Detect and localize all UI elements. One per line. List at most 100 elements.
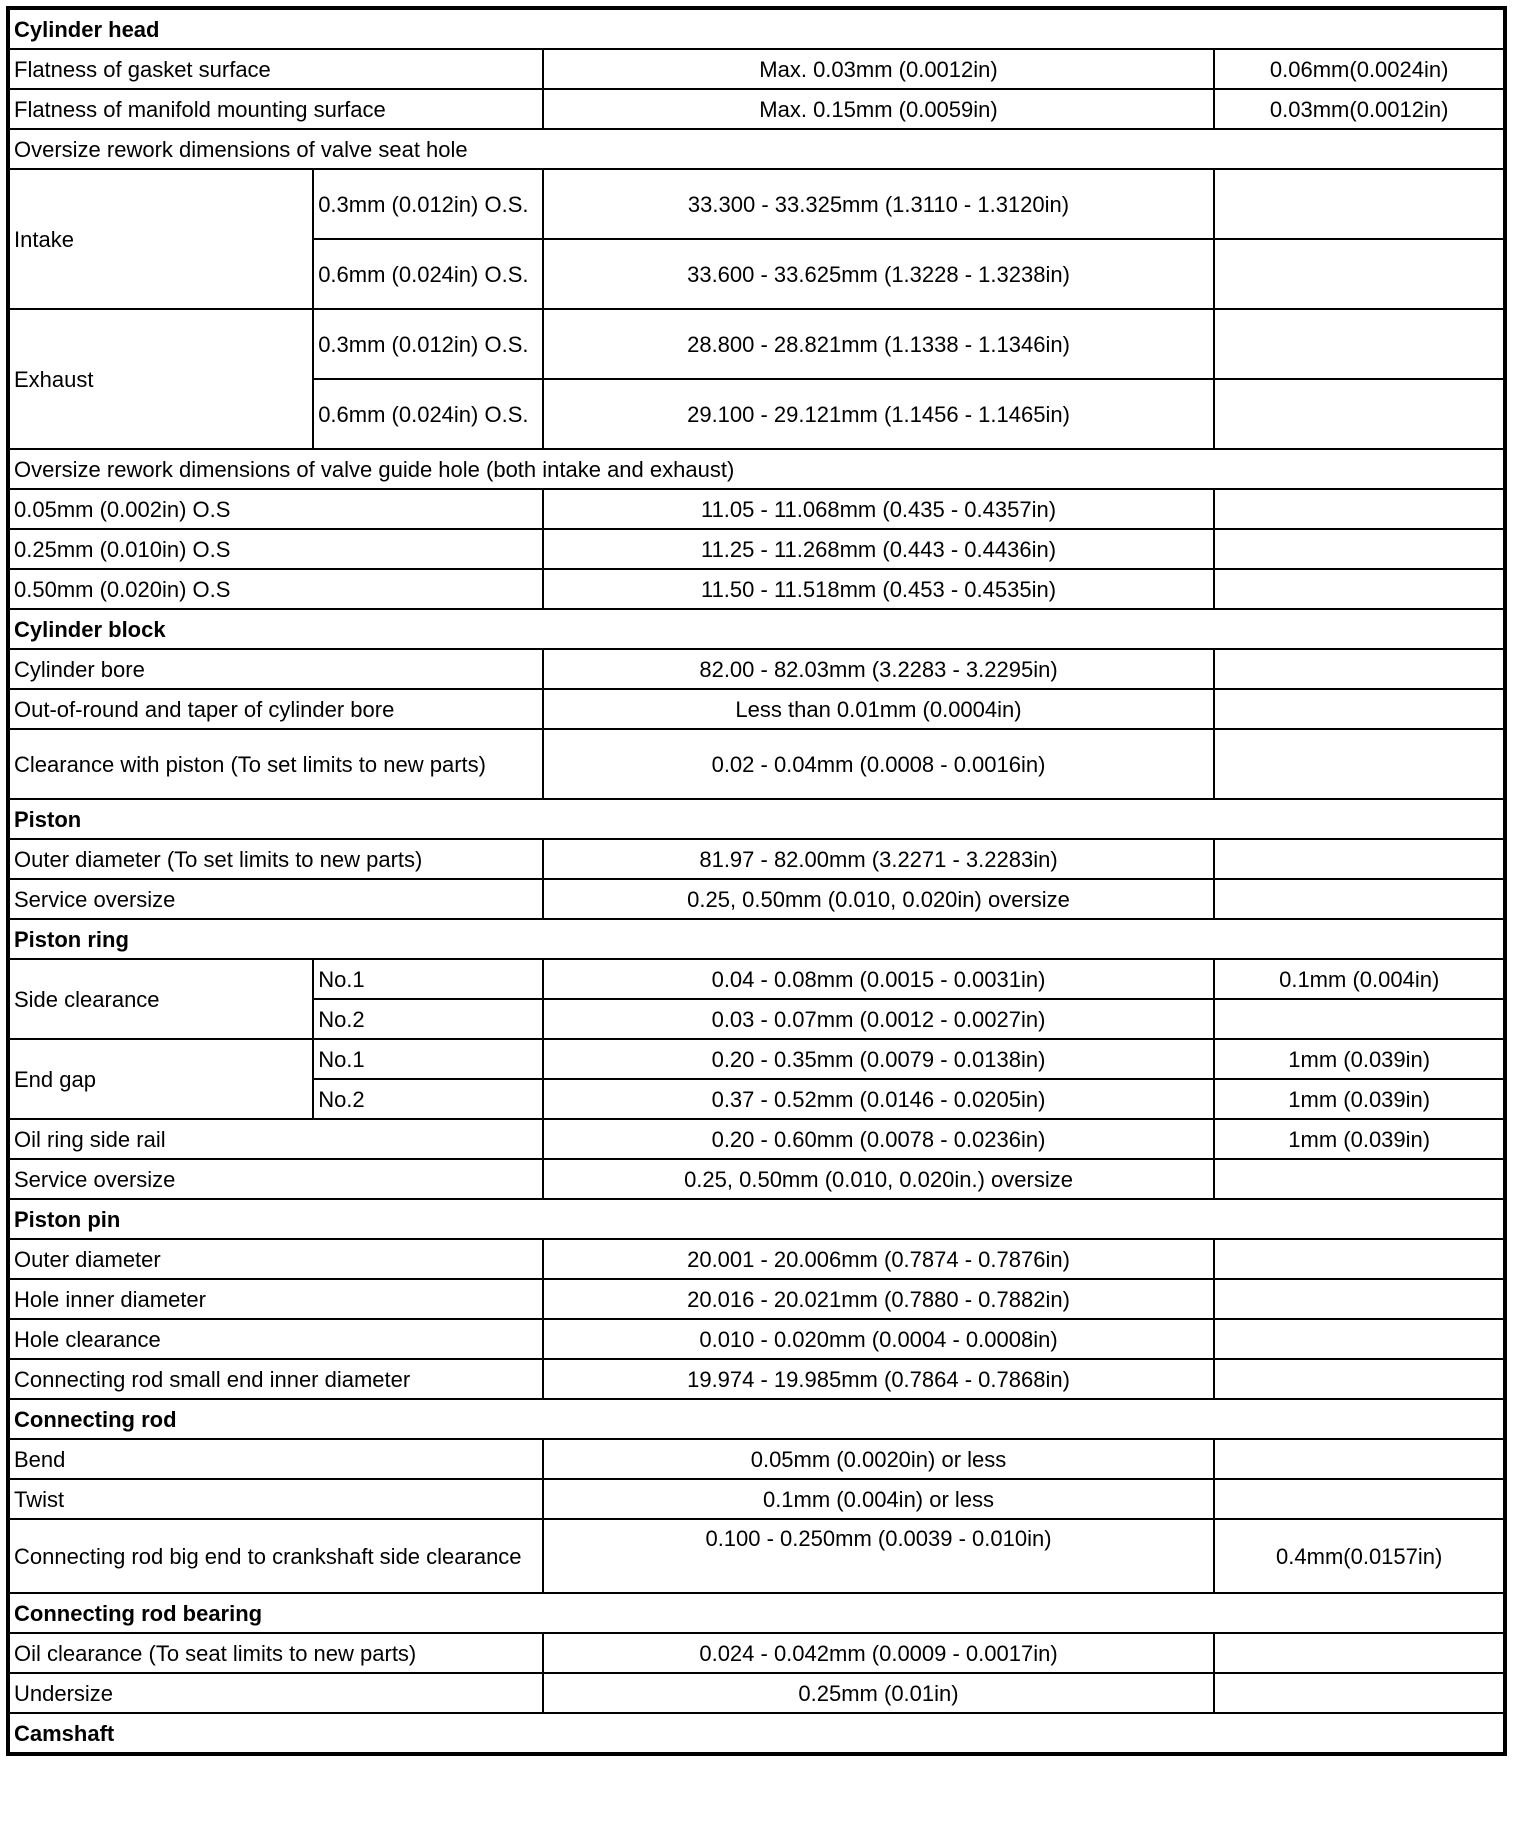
table-row: Hole clearance 0.010 - 0.020mm (0.0004 - … — [7, 1318, 1506, 1360]
spec-limit: 0.1mm (0.004in) — [1213, 958, 1506, 1000]
spec-value: 20.001 - 20.006mm (0.7874 - 0.7876in) — [541, 1238, 1216, 1280]
sub-label: No.2 — [312, 998, 544, 1040]
spec-limit — [1213, 1278, 1506, 1320]
spec-label: Flatness of gasket surface — [7, 48, 544, 90]
spec-value: Less than 0.01mm (0.0004in) — [541, 688, 1216, 730]
section-header-row: Piston ring — [7, 918, 1506, 960]
section-header-row: Connecting rod bearing — [7, 1592, 1506, 1634]
spec-value: 0.03 - 0.07mm (0.0012 - 0.0027in) — [541, 998, 1216, 1040]
spec-label: 0.50mm (0.020in) O.S — [7, 568, 544, 610]
spec-value: 0.100 - 0.250mm (0.0039 - 0.010in) — [541, 1518, 1216, 1594]
table-row: No.2 0.37 - 0.52mm (0.0146 - 0.0205in) 1mm… — [8, 1078, 1506, 1120]
section-title: Cylinder head — [7, 7, 1506, 50]
spec-label: Hole clearance — [7, 1318, 544, 1360]
spec-limit — [1213, 728, 1506, 800]
table-row: Oil clearance (To seat limits to new par… — [7, 1632, 1506, 1674]
table-row: Exhaust 0.3mm (0.012in) O.S. 28.800 - 28.8… — [6, 308, 1506, 450]
spec-value: 0.024 - 0.042mm (0.0009 - 0.0017in) — [541, 1632, 1216, 1674]
section-header-row: Cylinder block — [7, 608, 1506, 650]
spec-label: Cylinder bore — [7, 648, 544, 690]
spec-limit — [1213, 1238, 1506, 1280]
subheading-row: Oversize rework dimensions of valve guid… — [7, 448, 1506, 490]
spec-value: 82.00 - 82.03mm (3.2283 - 3.2295in) — [541, 648, 1216, 690]
spec-value: 0.25mm (0.01in) — [541, 1672, 1216, 1714]
section-title: Camshaft — [7, 1712, 1506, 1755]
spec-value: 28.800 - 28.821mm (1.1338 - 1.1346in) — [541, 308, 1216, 380]
spec-label: Oil ring side rail — [7, 1118, 544, 1160]
spec-label: Clearance with piston (To set limits to … — [7, 728, 544, 800]
sub-label: No.2 — [312, 1078, 544, 1120]
spec-limit — [1213, 488, 1506, 530]
sub-label: 0.6mm (0.024in) O.S. — [312, 378, 544, 450]
spec-value: 0.20 - 0.35mm (0.0079 - 0.0138in) — [541, 1038, 1216, 1080]
section-title: Piston pin — [7, 1198, 1506, 1240]
subheading: Oversize rework dimensions of valve seat… — [7, 128, 1506, 170]
spec-value: 29.100 - 29.121mm (1.1456 - 1.1465in) — [541, 378, 1216, 450]
sub-label: 0.3mm (0.012in) O.S. — [312, 168, 544, 240]
spec-label: Undersize — [7, 1672, 544, 1714]
table-row: Connecting rod small end inner diameter 1… — [7, 1358, 1506, 1400]
spec-limit — [1213, 238, 1506, 310]
spec-limit — [1213, 378, 1506, 450]
table-row: Flatness of manifold mounting surface Max… — [7, 88, 1506, 130]
sub-label: 0.6mm (0.024in) O.S. — [312, 238, 544, 310]
spec-value: 0.02 - 0.04mm (0.0008 - 0.0016in) — [541, 728, 1216, 800]
spec-value: 11.05 - 11.068mm (0.435 - 0.4357in) — [541, 488, 1216, 530]
spec-value: 20.016 - 20.021mm (0.7880 - 0.7882in) — [541, 1278, 1216, 1320]
spec-limit — [1213, 308, 1506, 380]
spec-limit — [1213, 878, 1506, 920]
specifications-table-body: Cylinder head Flatness of gasket surface M… — [6, 7, 1506, 1755]
group-label: Exhaust — [6, 308, 315, 450]
spec-limit — [1213, 648, 1506, 690]
spec-label: Service oversize — [7, 1158, 544, 1200]
spec-value: 0.05mm (0.0020in) or less — [541, 1438, 1216, 1480]
spec-value: 33.300 - 33.325mm (1.3110 - 1.3120in) — [541, 168, 1216, 240]
spec-limit: 1mm (0.039in) — [1213, 1118, 1506, 1160]
sub-label: No.1 — [312, 1038, 544, 1080]
spec-limit: 1mm (0.039in) — [1213, 1038, 1506, 1080]
spec-value: Max. 0.03mm (0.0012in) — [541, 48, 1216, 90]
spec-limit — [1213, 1318, 1506, 1360]
spec-value: 0.04 - 0.08mm (0.0015 - 0.0031in) — [541, 958, 1216, 1000]
section-header-row: Connecting rod — [7, 1398, 1506, 1440]
table-row: Out-of-round and taper of cylinder bore L… — [7, 688, 1506, 730]
table-row: 0.25mm (0.010in) O.S 11.25 - 11.268mm (0.… — [7, 528, 1506, 570]
table-row: 0.6mm (0.024in) O.S. 29.100 - 29.121mm (1… — [8, 378, 1506, 450]
spec-label: Hole inner diameter — [7, 1278, 544, 1320]
spec-limit: 1mm (0.039in) — [1213, 1078, 1506, 1120]
section-header-row: Piston — [7, 798, 1506, 840]
section-title: Cylinder block — [7, 608, 1506, 650]
spec-limit — [1213, 1358, 1506, 1400]
table-row: Outer diameter (To set limits to new par… — [7, 838, 1506, 880]
spec-limit — [1213, 1632, 1506, 1674]
spec-limit — [1213, 838, 1506, 880]
section-header-row: Piston pin — [7, 1198, 1506, 1240]
section-title: Piston ring — [7, 918, 1506, 960]
spec-value: 11.25 - 11.268mm (0.443 - 0.4436in) — [541, 528, 1216, 570]
spec-value: 0.20 - 0.60mm (0.0078 - 0.0236in) — [541, 1118, 1216, 1160]
spec-label: Connecting rod big end to crankshaft sid… — [7, 1518, 544, 1594]
table-row: Outer diameter 20.001 - 20.006mm (0.7874 … — [7, 1238, 1506, 1280]
section-header-row: Cylinder head — [7, 7, 1506, 50]
table-row: 0.50mm (0.020in) O.S 11.50 - 11.518mm (0.… — [7, 568, 1506, 610]
spec-label: Connecting rod small end inner diameter — [7, 1358, 544, 1400]
section-title: Connecting rod bearing — [7, 1592, 1506, 1634]
spec-label: Twist — [7, 1478, 544, 1520]
section-title: Connecting rod — [7, 1398, 1506, 1440]
sub-label: 0.3mm (0.012in) O.S. — [312, 308, 544, 380]
spec-limit: 0.4mm(0.0157in) — [1213, 1518, 1506, 1594]
spec-limit: 0.06mm(0.0024in) — [1213, 48, 1506, 90]
table-row: 0.6mm (0.024in) O.S. 33.600 - 33.625mm (1… — [8, 238, 1506, 310]
sub-label: No.1 — [312, 958, 544, 1000]
spec-limit — [1213, 688, 1506, 730]
table-row: Flatness of gasket surface Max. 0.03mm (0… — [7, 48, 1506, 90]
group-label: End gap — [6, 1038, 315, 1120]
spec-limit — [1213, 1478, 1506, 1520]
table-row: 0.05mm (0.002in) O.S 11.05 - 11.068mm (0.… — [7, 488, 1506, 530]
table-row: Intake 0.3mm (0.012in) O.S. 33.300 - 33.32… — [6, 168, 1506, 310]
spec-label: Out-of-round and taper of cylinder bore — [7, 688, 544, 730]
spec-limit — [1213, 568, 1506, 610]
spec-value: 81.97 - 82.00mm (3.2271 - 3.2283in) — [541, 838, 1216, 880]
table-row: Side clearance No.1 0.04 - 0.08mm (0.0015 … — [6, 958, 1506, 1040]
table-row: Service oversize 0.25, 0.50mm (0.010, 0.0… — [7, 1158, 1506, 1200]
